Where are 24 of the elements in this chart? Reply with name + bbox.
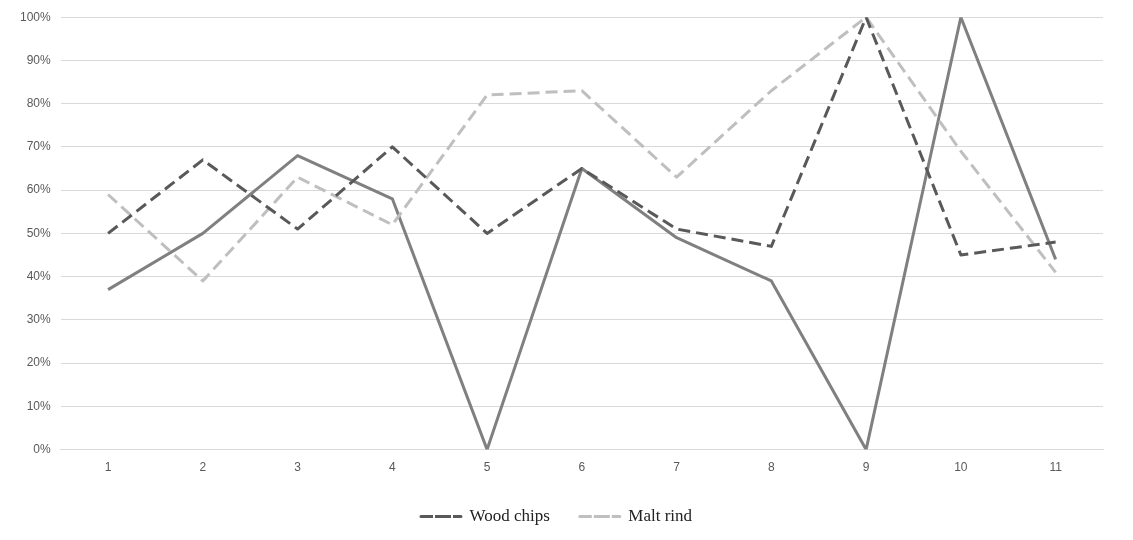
x-tick-label: 1 <box>104 460 112 475</box>
x-tick-label: 11 <box>1049 460 1063 475</box>
y-tick-label: 90% <box>26 52 52 67</box>
x-tick-label: 10 <box>954 460 968 475</box>
x-tick-label: 4 <box>388 460 396 475</box>
y-tick-label: 0% <box>33 441 52 456</box>
y-tick-label: 80% <box>26 95 52 110</box>
y-tick-label: 50% <box>26 225 52 240</box>
legend-label: Wood chips <box>469 505 550 525</box>
x-tick-label: 5 <box>483 460 491 475</box>
y-tick-label: 40% <box>26 268 52 283</box>
legend-label: Malt rind <box>628 505 693 525</box>
y-tick-label: 20% <box>26 355 52 370</box>
x-tick-label: 6 <box>578 460 586 475</box>
x-tick-label: 3 <box>294 460 302 475</box>
x-tick-label: 9 <box>862 460 870 475</box>
x-tick-label: 8 <box>768 460 776 475</box>
y-tick-label: 70% <box>26 139 52 154</box>
y-tick-label: 100% <box>19 9 52 24</box>
y-tick-label: 60% <box>26 182 52 197</box>
x-tick-label: 7 <box>673 460 681 475</box>
y-tick-label: 10% <box>26 398 52 413</box>
x-tick-label: 2 <box>199 460 207 475</box>
y-tick-label: 30% <box>26 312 52 327</box>
